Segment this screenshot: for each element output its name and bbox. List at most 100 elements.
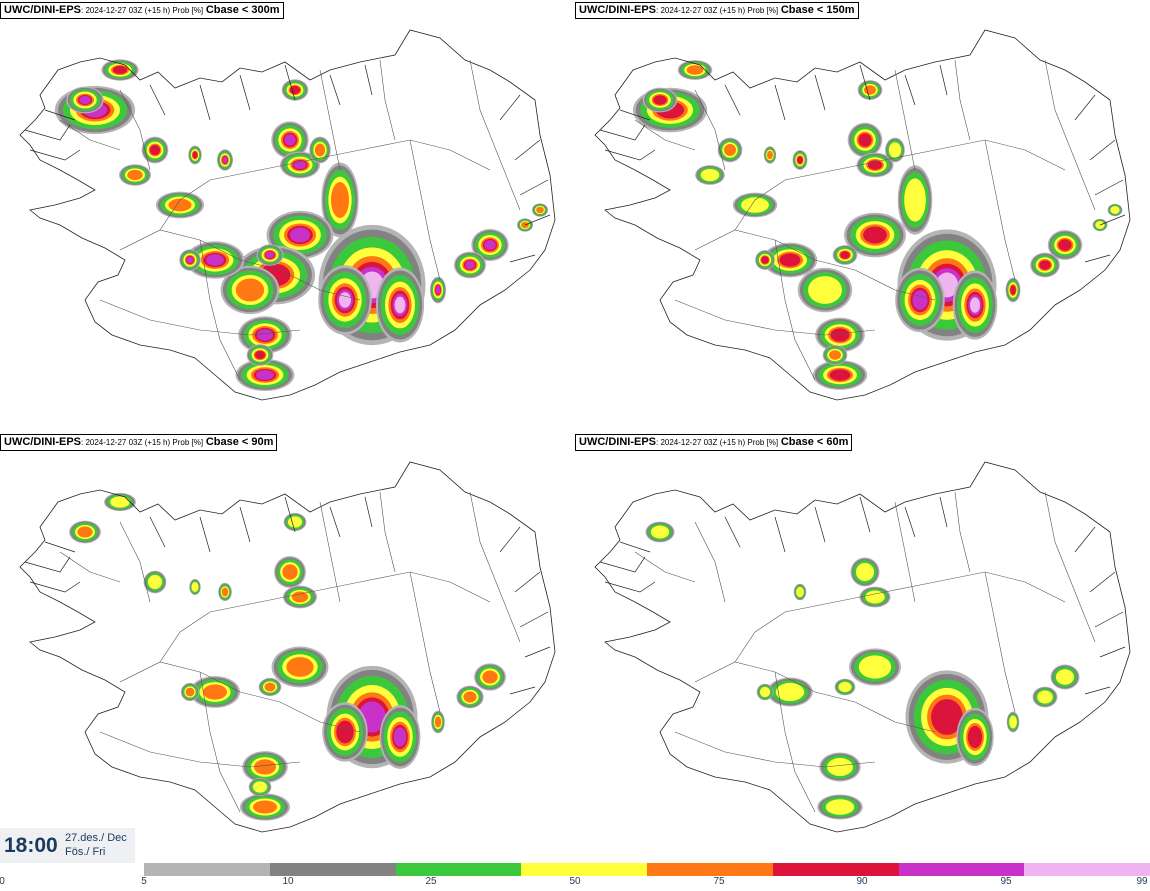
- fjord-line: [904, 74, 916, 106]
- fjord-line: [24, 556, 71, 573]
- probability-contour: [797, 156, 803, 164]
- probability-contour: [855, 562, 875, 582]
- road-line: [984, 139, 1016, 281]
- fjord-line: [604, 149, 656, 161]
- fjord-line: [364, 496, 373, 528]
- fjord-line: [199, 516, 211, 553]
- probability-contour: [286, 657, 314, 677]
- fjord-line: [939, 64, 948, 96]
- fjord-line: [599, 124, 646, 141]
- probability-contour: [967, 725, 983, 749]
- probability-contour: [256, 370, 274, 380]
- fjord-line: [149, 516, 166, 548]
- fjord-line: [239, 74, 251, 111]
- probability-contour: [264, 682, 276, 692]
- fjord-line: [514, 139, 541, 161]
- legend-tick-label: 0: [0, 876, 5, 887]
- valid-time: 18:00: [4, 834, 58, 857]
- probability-contour: [865, 590, 885, 604]
- color-legend: [144, 863, 1150, 876]
- probability-contour: [864, 85, 876, 95]
- fjord-line: [44, 541, 76, 553]
- probability-contour: [149, 144, 161, 156]
- road-line: [1044, 59, 1096, 211]
- probability-contour: [724, 144, 736, 156]
- probability-contour: [221, 587, 229, 597]
- map-panel-cbase-90: UWC/DINI-EPS: 2024-12-27 03Z (+15 h) Pro…: [0, 432, 575, 862]
- fjord-line: [519, 611, 549, 628]
- legend-swatch: [395, 863, 522, 876]
- probability-contour: [904, 178, 926, 222]
- probability-contour: [293, 160, 307, 170]
- legend-tick-label: 25: [425, 876, 437, 887]
- road-line: [954, 59, 971, 141]
- probability-contour: [339, 292, 351, 308]
- probability-contour: [1037, 690, 1053, 704]
- fjord-line: [329, 74, 341, 106]
- probability-contour: [1055, 669, 1075, 685]
- fjord-line: [1094, 179, 1124, 196]
- probability-contour: [435, 285, 441, 295]
- road-line: [774, 239, 816, 381]
- valid-time-box: 18:00 27.des./ Dec Fös./ Fri: [0, 828, 135, 863]
- iceland-map: [19, 29, 556, 401]
- road-line: [199, 671, 241, 813]
- probability-contour: [931, 699, 963, 735]
- legend-swatch: [1024, 863, 1150, 876]
- fjord-line: [599, 556, 646, 573]
- probability-contour: [110, 496, 130, 508]
- fjord-line: [859, 64, 871, 101]
- legend-tick-label: 5: [141, 876, 147, 887]
- road-line: [954, 491, 971, 573]
- probability-contour: [700, 168, 720, 182]
- road-line: [59, 119, 121, 151]
- road-line: [119, 521, 151, 603]
- legend-tick-label: 75: [713, 876, 725, 887]
- road-line: [674, 299, 876, 336]
- valid-weekday: Fös./ Fri: [65, 846, 106, 858]
- fjord-line: [1084, 686, 1111, 695]
- probability-contour: [1110, 206, 1120, 214]
- map-panel-cbase-60: UWC/DINI-EPS: 2024-12-27 03Z (+15 h) Pro…: [575, 432, 1150, 862]
- fjord-line: [619, 109, 651, 121]
- probability-contour: [191, 582, 199, 592]
- fjord-line: [44, 109, 76, 121]
- coastline: [594, 29, 1131, 401]
- coastline: [19, 29, 556, 401]
- legend-tick-label: 50: [569, 876, 581, 887]
- fjord-line: [24, 124, 71, 141]
- probability-contour: [284, 134, 296, 146]
- probability-contour: [112, 65, 128, 75]
- probability-contour: [970, 297, 980, 313]
- road-line: [159, 139, 491, 231]
- road-line: [99, 731, 301, 768]
- road-line: [99, 299, 301, 336]
- legend-tick-label: 99: [1136, 876, 1148, 887]
- fjord-line: [774, 84, 786, 121]
- probability-contour: [741, 197, 769, 213]
- road-line: [159, 571, 491, 663]
- road-line: [379, 59, 396, 141]
- fjord-line: [499, 94, 521, 121]
- probability-contour: [482, 670, 498, 684]
- road-line: [409, 139, 441, 281]
- legend-swatch: [521, 863, 647, 876]
- probability-contour: [686, 65, 704, 75]
- fjord-line: [239, 506, 251, 543]
- probability-contour: [336, 720, 354, 744]
- legend-tick-label: 10: [282, 876, 294, 887]
- fjord-line: [859, 496, 871, 533]
- road-line: [984, 571, 1016, 713]
- probability-contour: [830, 328, 850, 342]
- probability-contour: [808, 276, 842, 304]
- probability-contour: [235, 278, 265, 302]
- iceland-map: [594, 461, 1131, 833]
- panel-title: UWC/DINI-EPS: 2024-12-27 03Z (+15 h) Pro…: [575, 434, 853, 451]
- panel-title: UWC/DINI-EPS: 2024-12-27 03Z (+15 h) Pro…: [575, 2, 859, 19]
- valid-date: 27.des./ Dec: [65, 832, 127, 844]
- probability-contour: [289, 227, 311, 243]
- probability-contour: [256, 329, 274, 341]
- probability-contour: [1010, 285, 1016, 295]
- probability-contour: [1009, 715, 1017, 729]
- probability-contour: [858, 655, 892, 679]
